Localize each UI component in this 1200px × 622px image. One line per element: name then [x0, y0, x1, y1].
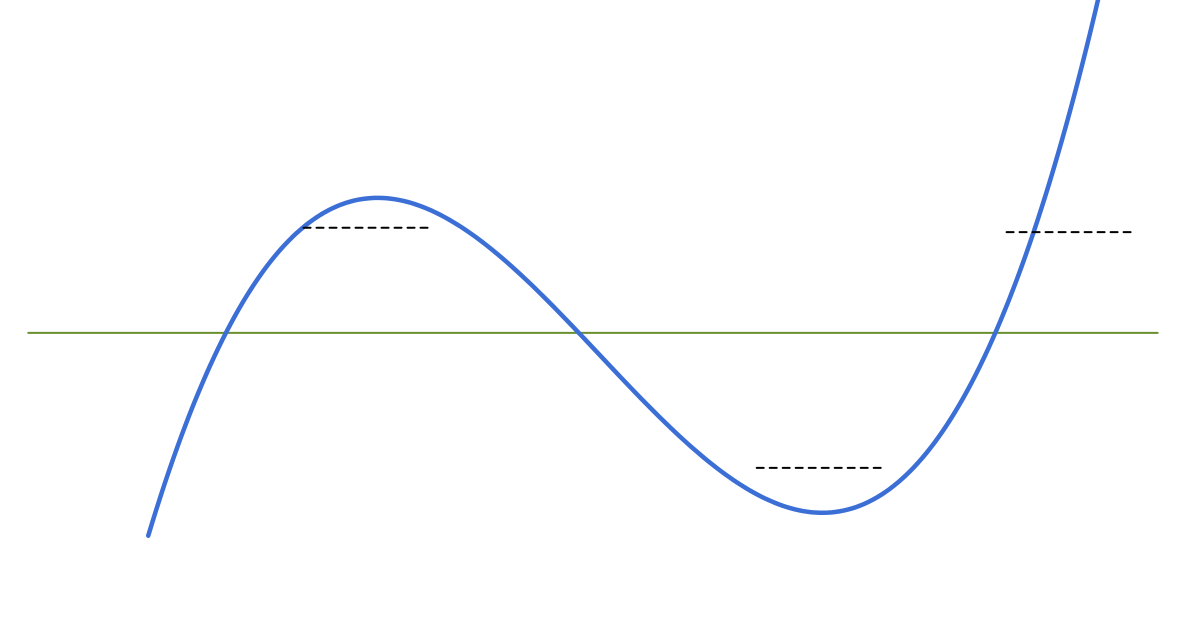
- curve-plot: [0, 0, 1200, 622]
- cubic-curve: [148, 0, 1136, 536]
